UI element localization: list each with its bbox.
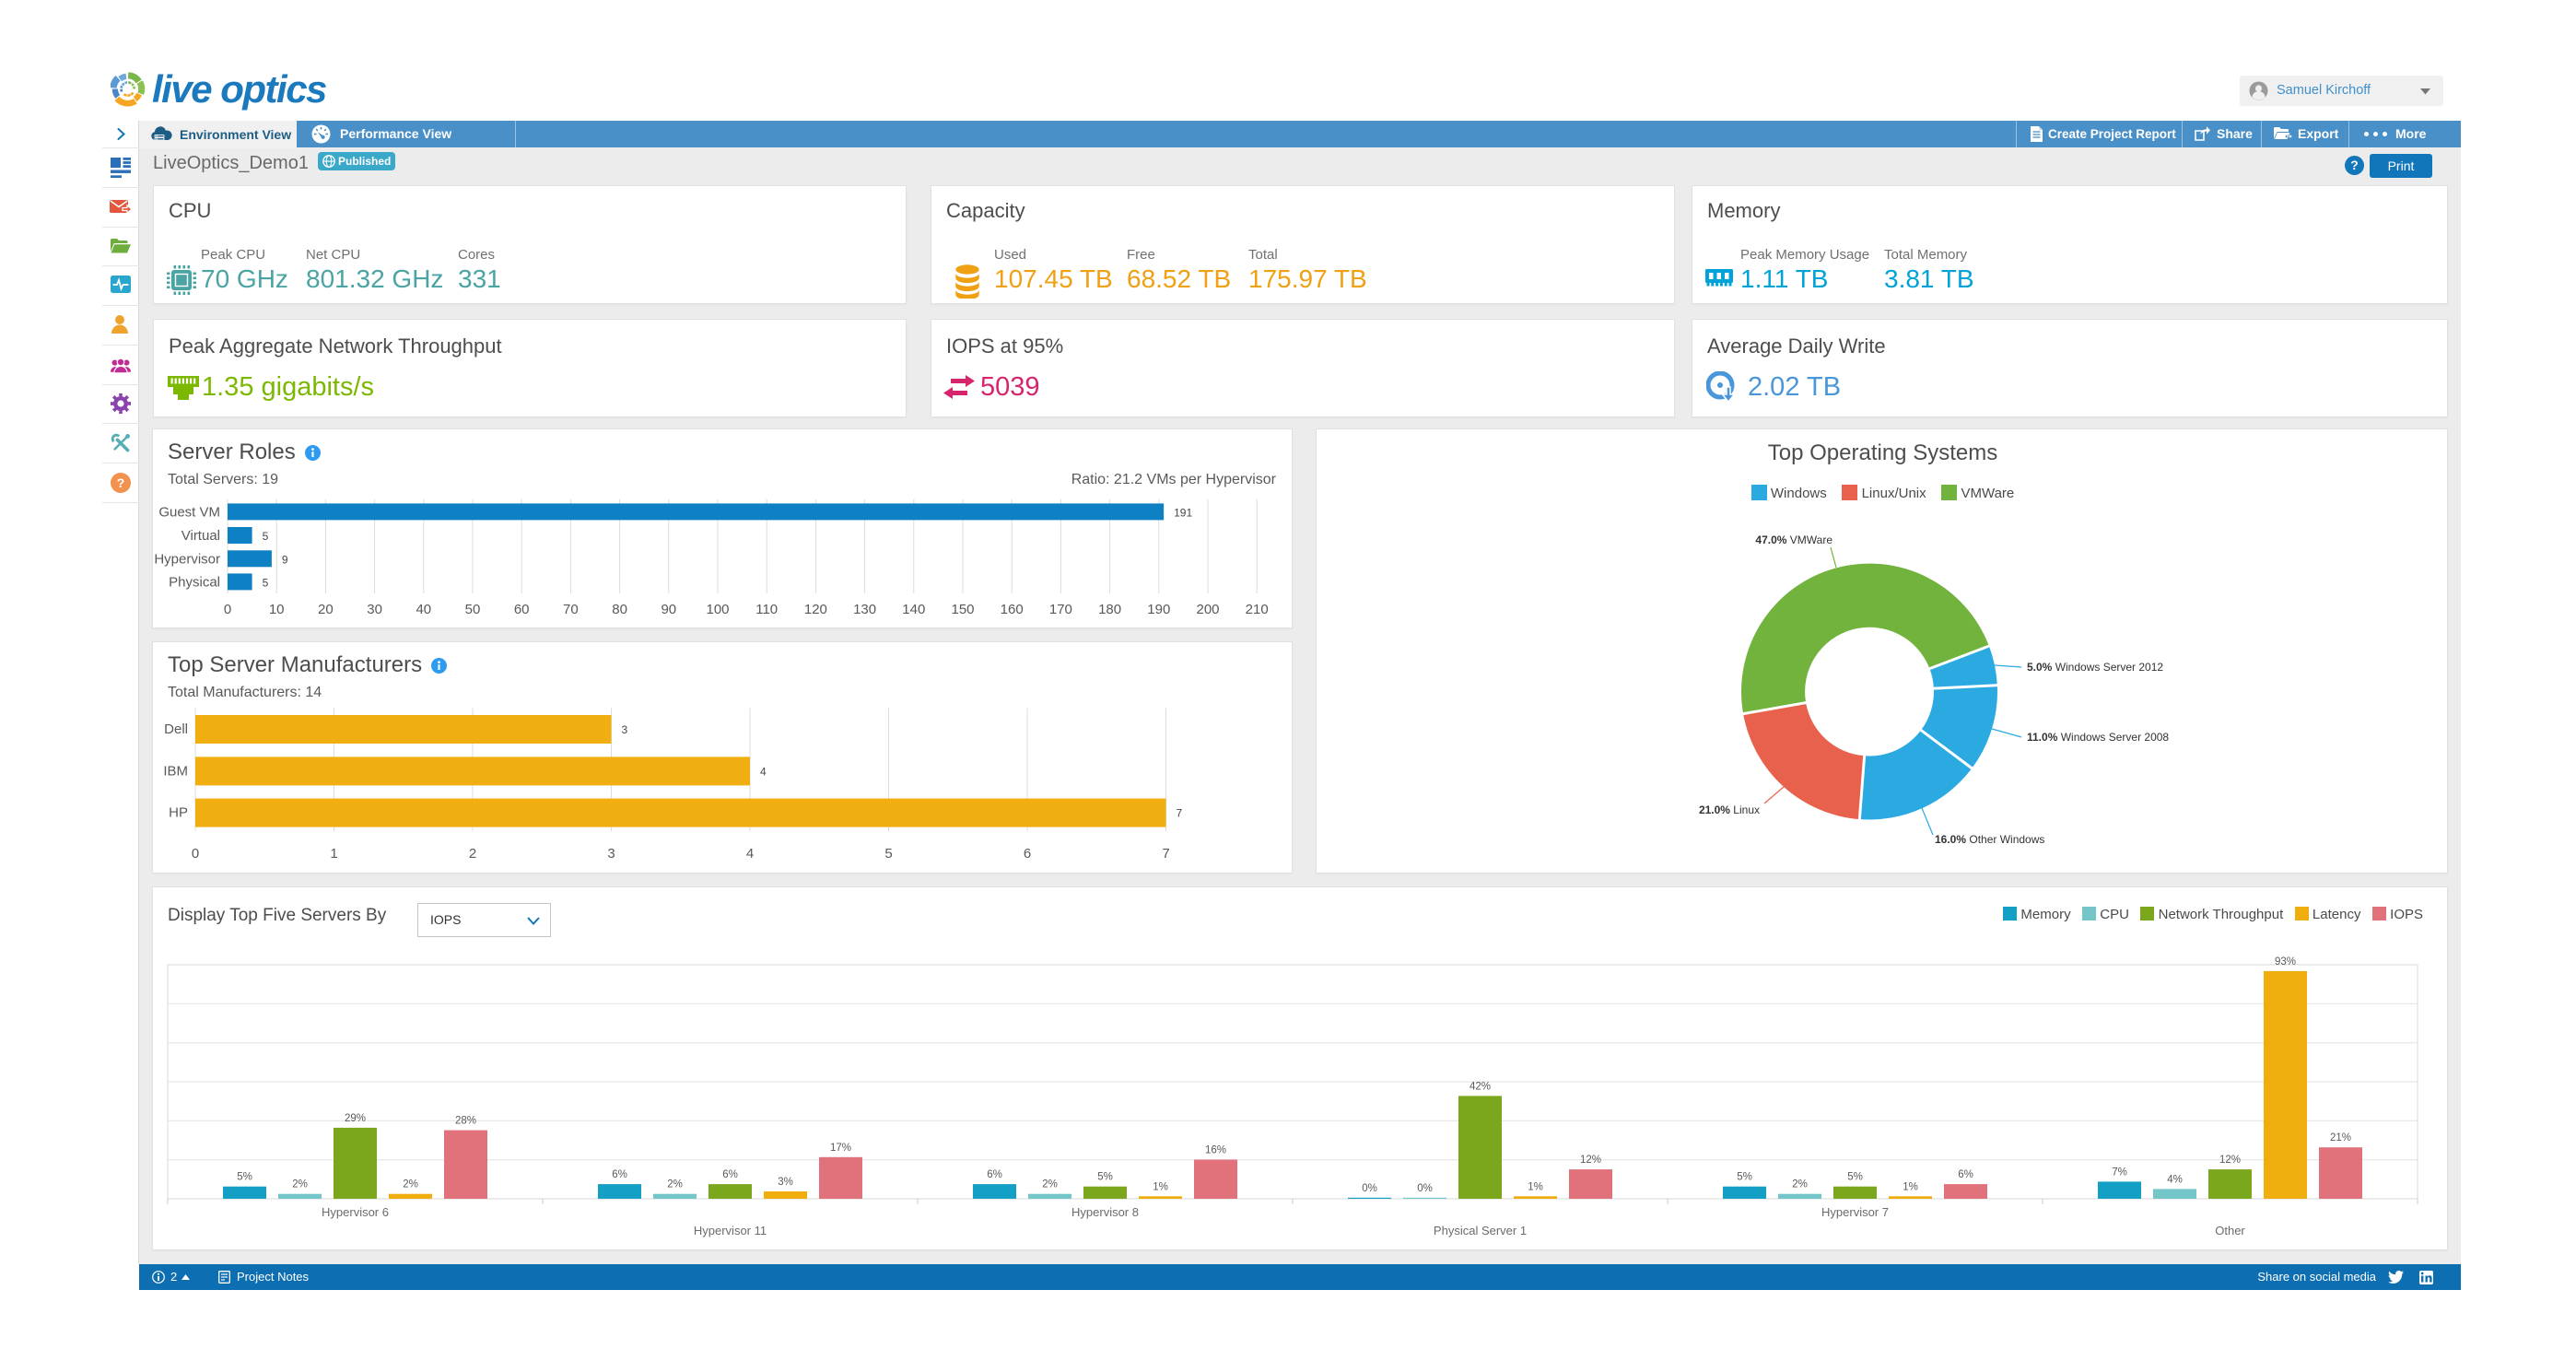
svg-text:Physical: Physical [169, 574, 220, 590]
svg-text:3%: 3% [778, 1177, 793, 1188]
svg-text:6: 6 [1024, 846, 1031, 862]
svg-text:4: 4 [746, 846, 754, 862]
svg-text:11.0% Windows Server 2008: 11.0% Windows Server 2008 [2027, 731, 2169, 744]
svg-text:Hypervisor 8: Hypervisor 8 [1071, 1205, 1139, 1219]
svg-text:5: 5 [263, 576, 269, 589]
svg-text:2: 2 [469, 846, 476, 862]
svg-text:0: 0 [192, 846, 199, 862]
svg-text:50: 50 [465, 602, 481, 617]
svg-text:160: 160 [1001, 602, 1024, 617]
svg-text:Dell: Dell [164, 721, 188, 737]
svg-text:10: 10 [269, 602, 285, 617]
svg-text:170: 170 [1049, 602, 1072, 617]
svg-text:1%: 1% [1528, 1181, 1543, 1192]
svg-text:210: 210 [1246, 602, 1269, 617]
svg-text:21%: 21% [2330, 1132, 2351, 1143]
svg-text:70: 70 [563, 602, 579, 617]
svg-text:5%: 5% [1847, 1172, 1863, 1183]
svg-text:2%: 2% [1042, 1179, 1058, 1190]
svg-text:28%: 28% [455, 1116, 476, 1127]
svg-text:110: 110 [755, 602, 778, 617]
svg-text:7%: 7% [2112, 1167, 2127, 1178]
svg-text:191: 191 [1174, 506, 1192, 519]
svg-text:5.0% Windows Server 2012: 5.0% Windows Server 2012 [2027, 661, 2163, 674]
svg-text:7: 7 [1162, 846, 1169, 862]
svg-text:21.0% Linux: 21.0% Linux [1699, 803, 1760, 816]
svg-text:?: ? [117, 475, 125, 490]
svg-text:12%: 12% [1580, 1155, 1601, 1166]
svg-text:1%: 1% [1903, 1181, 1918, 1192]
svg-text:5: 5 [263, 530, 269, 543]
svg-text:180: 180 [1098, 602, 1121, 617]
svg-text:1%: 1% [1153, 1181, 1168, 1192]
svg-text:120: 120 [804, 602, 827, 617]
svg-text:2%: 2% [403, 1179, 418, 1190]
svg-text:Hypervisor 7: Hypervisor 7 [1821, 1205, 1889, 1219]
svg-text:6%: 6% [612, 1169, 627, 1180]
svg-text:3: 3 [622, 723, 628, 736]
svg-text:3: 3 [607, 846, 615, 862]
svg-text:93%: 93% [2275, 956, 2296, 967]
svg-text:4%: 4% [2167, 1174, 2183, 1185]
svg-text:HP: HP [169, 805, 188, 821]
svg-text:IBM: IBM [163, 763, 188, 779]
svg-text:5%: 5% [237, 1172, 252, 1183]
svg-text:2%: 2% [292, 1179, 308, 1190]
svg-text:150: 150 [951, 602, 974, 617]
svg-text:Hypervisor 6: Hypervisor 6 [322, 1205, 389, 1219]
svg-text:5%: 5% [1737, 1172, 1752, 1183]
svg-text:40: 40 [416, 602, 431, 617]
svg-text:100: 100 [706, 602, 729, 617]
svg-text:Physical Server 1: Physical Server 1 [1434, 1224, 1527, 1237]
svg-text:Hypervisor: Hypervisor [154, 551, 220, 567]
svg-text:190: 190 [1147, 602, 1170, 617]
svg-text:7: 7 [1177, 807, 1183, 820]
svg-text:17%: 17% [830, 1143, 851, 1154]
svg-text:16.0% Other Windows: 16.0% Other Windows [1935, 833, 2044, 846]
svg-text:12%: 12% [2219, 1155, 2241, 1166]
svg-text:200: 200 [1196, 602, 1219, 617]
svg-text:2%: 2% [667, 1179, 683, 1190]
svg-text:90: 90 [661, 602, 676, 617]
svg-text:0%: 0% [1362, 1183, 1377, 1194]
svg-text:80: 80 [612, 602, 627, 617]
svg-text:Hypervisor 11: Hypervisor 11 [694, 1224, 767, 1237]
svg-text:Other: Other [2215, 1224, 2245, 1237]
svg-text:2%: 2% [1792, 1179, 1808, 1190]
svg-text:42%: 42% [1469, 1081, 1491, 1092]
svg-text:5%: 5% [1097, 1172, 1113, 1183]
svg-text:60: 60 [514, 602, 530, 617]
svg-text:47.0% VMWare: 47.0% VMWare [1755, 534, 1832, 546]
svg-text:4: 4 [760, 765, 767, 778]
svg-text:20: 20 [318, 602, 334, 617]
svg-text:30: 30 [367, 602, 382, 617]
svg-text:6%: 6% [1958, 1169, 1973, 1180]
svg-text:16%: 16% [1205, 1145, 1226, 1156]
svg-text:Guest VM: Guest VM [158, 504, 220, 520]
svg-text:130: 130 [853, 602, 876, 617]
svg-text:140: 140 [902, 602, 925, 617]
svg-text:1: 1 [330, 846, 337, 862]
svg-text:0%: 0% [1417, 1183, 1433, 1194]
svg-text:29%: 29% [345, 1113, 366, 1124]
svg-text:6%: 6% [722, 1169, 738, 1180]
svg-text:6%: 6% [987, 1169, 1002, 1180]
svg-text:Virtual: Virtual [181, 528, 220, 544]
svg-text:9: 9 [282, 553, 288, 566]
svg-text:0: 0 [224, 602, 231, 617]
svg-text:5: 5 [884, 846, 892, 862]
